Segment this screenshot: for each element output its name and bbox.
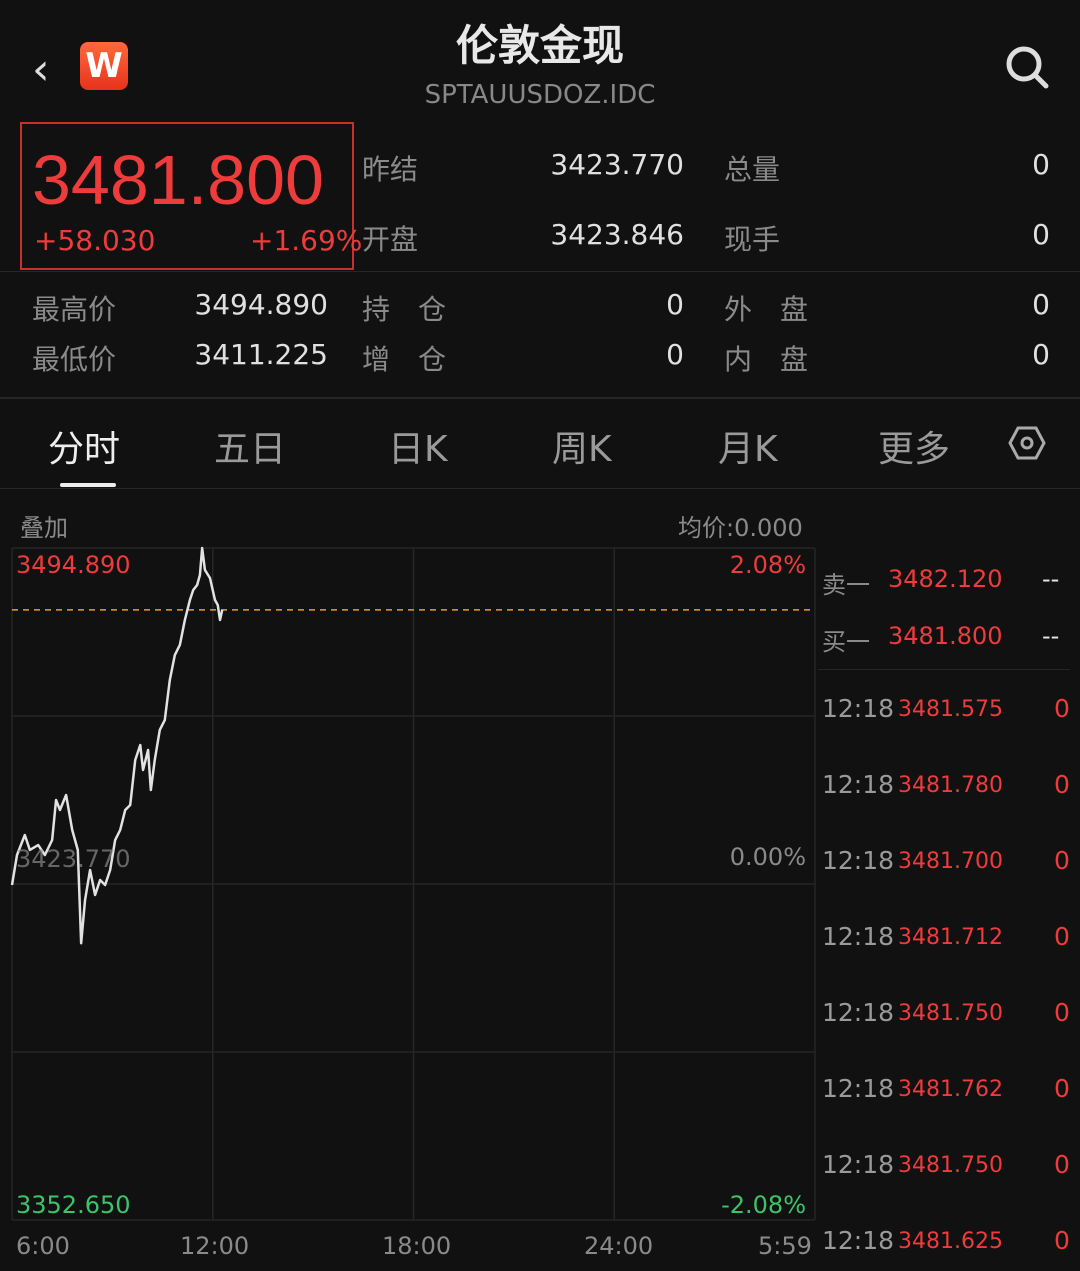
divider	[818, 669, 1070, 670]
stat-label: 外 盘	[724, 293, 809, 326]
stat-value: 0	[1032, 218, 1050, 251]
tick-volume: 0	[1054, 922, 1070, 951]
orderbook-label: 买一	[822, 628, 870, 656]
x-tick: 12:00	[180, 1232, 250, 1260]
intraday-chart[interactable]	[0, 540, 820, 1230]
stat-value: 3423.770	[550, 148, 684, 181]
tick-volume: 0	[1054, 1226, 1070, 1255]
hexagon-settings-icon[interactable]	[1008, 424, 1046, 462]
tick-price: 3481.750	[898, 1001, 1003, 1026]
pct-mid-label: 0.00%	[729, 843, 806, 871]
stat-value: 0	[1032, 288, 1050, 321]
tick-time: 12:18	[822, 1226, 895, 1255]
x-tick: 6:00	[16, 1232, 70, 1260]
last-price: 3481.800	[32, 141, 324, 219]
tick-time: 12:18	[822, 1074, 895, 1103]
stat-value: 3411.225	[194, 338, 328, 371]
page-title: 伦敦金现	[455, 21, 624, 70]
price-line	[10, 546, 224, 945]
tick-volume: 0	[1054, 998, 1070, 1027]
search-icon[interactable]	[1004, 44, 1050, 90]
price-change-pct: +1.69%	[250, 224, 363, 257]
tick-volume: 0	[1054, 694, 1070, 723]
symbol-code: SPTAUUSDOZ.IDC	[424, 80, 656, 110]
stat-label: 最低价	[32, 343, 117, 376]
stat-value: 3423.846	[550, 218, 684, 251]
orderbook-price: 3481.800	[888, 622, 1003, 650]
stat-value: 0	[1032, 148, 1050, 181]
app-logo: W	[80, 42, 128, 90]
stat-label: 持 仓	[362, 293, 447, 326]
divider	[0, 397, 1080, 399]
stat-label: 总量	[724, 153, 781, 186]
divider	[0, 488, 1080, 489]
x-tick: 18:00	[382, 1232, 452, 1260]
tick-price: 3481.575	[898, 697, 1003, 722]
stat-label: 开盘	[362, 223, 419, 256]
stat-value: 0	[1032, 338, 1050, 371]
orderbook-price: 3482.120	[888, 565, 1003, 593]
tab-monthly-k[interactable]: 月K	[718, 429, 778, 470]
tab-daily-k[interactable]: 日K	[388, 429, 448, 470]
overlay-button[interactable]: 叠加	[20, 514, 68, 542]
stat-value: 0	[666, 288, 684, 321]
price-change: +58.030	[34, 224, 156, 257]
stat-label: 增 仓	[362, 343, 447, 376]
tick-volume: 0	[1054, 1074, 1070, 1103]
back-button[interactable]: ‹	[32, 44, 50, 95]
x-tick: 5:59	[758, 1232, 812, 1260]
price-box	[20, 122, 354, 270]
orderbook-label: 卖一	[822, 571, 870, 599]
tick-price: 3481.712	[898, 925, 1003, 950]
average-price: 均价:0.000	[678, 514, 803, 542]
stat-label: 昨结	[362, 153, 419, 186]
x-tick: 24:00	[584, 1232, 654, 1260]
tab-more[interactable]: 更多	[878, 429, 951, 470]
tick-price: 3481.750	[898, 1153, 1003, 1178]
pct-max-label: 2.08%	[729, 551, 806, 579]
stat-label: 最高价	[32, 293, 117, 326]
tick-price: 3481.700	[898, 849, 1003, 874]
tick-price: 3481.762	[898, 1077, 1003, 1102]
tick-time: 12:18	[822, 922, 895, 951]
stat-value: 0	[666, 338, 684, 371]
y-max-label: 3494.890	[16, 551, 131, 579]
stat-value: 3494.890	[194, 288, 328, 321]
tick-volume: 0	[1054, 770, 1070, 799]
y-mid-label: 3423.770	[16, 845, 131, 873]
orderbook-volume: --	[1042, 565, 1060, 593]
tab-weekly-k[interactable]: 周K	[552, 429, 612, 470]
active-tab-indicator	[60, 483, 116, 487]
tab-intraday[interactable]: 分时	[48, 429, 121, 470]
y-min-label: 3352.650	[16, 1191, 131, 1219]
divider	[0, 271, 1080, 272]
tick-price: 3481.625	[898, 1229, 1003, 1254]
tick-price: 3481.780	[898, 773, 1003, 798]
tick-time: 12:18	[822, 694, 895, 723]
stat-label: 现手	[724, 223, 781, 256]
orderbook-volume: --	[1042, 622, 1060, 650]
tick-volume: 0	[1054, 1150, 1070, 1179]
stat-label: 内 盘	[724, 343, 809, 376]
pct-min-label: -2.08%	[721, 1191, 806, 1219]
tick-time: 12:18	[822, 770, 895, 799]
tab-five-day[interactable]: 五日	[214, 429, 287, 470]
tick-volume: 0	[1054, 846, 1070, 875]
tick-time: 12:18	[822, 846, 895, 875]
tick-time: 12:18	[822, 998, 895, 1027]
tick-time: 12:18	[822, 1150, 895, 1179]
